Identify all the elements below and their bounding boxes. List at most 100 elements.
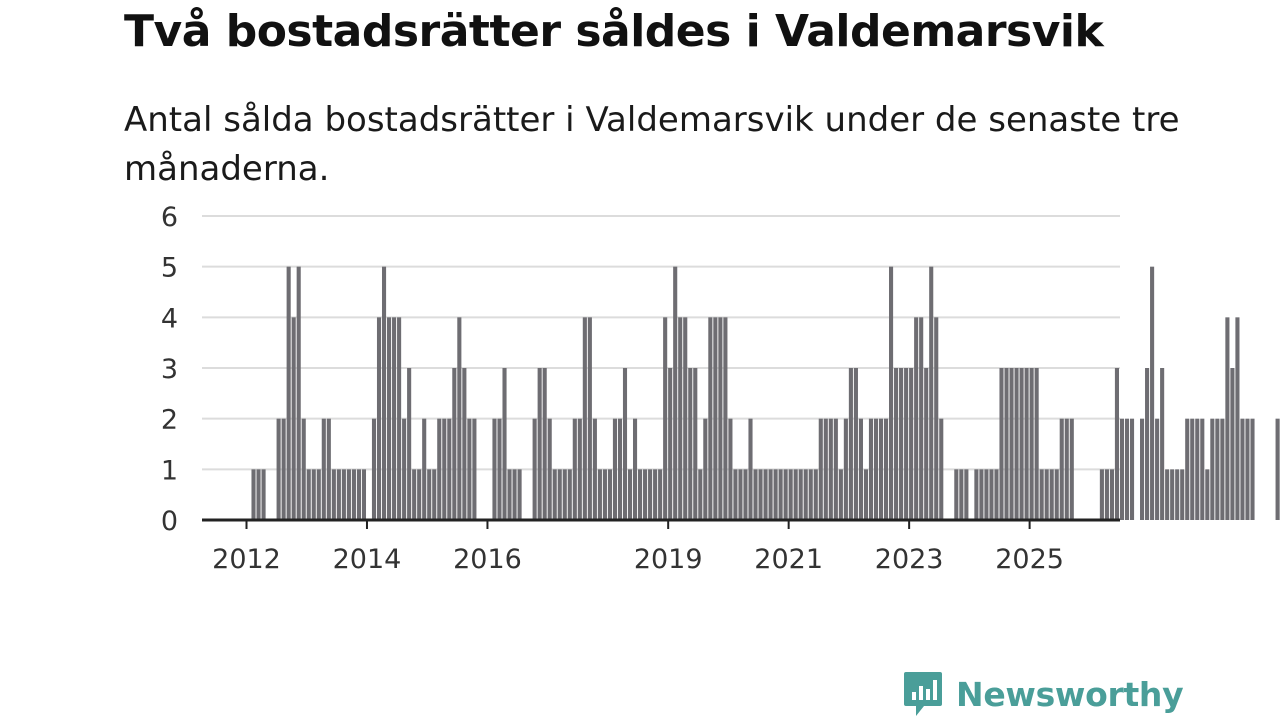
bars [251,266,1280,520]
bar [1215,418,1220,520]
bar [1064,418,1069,520]
newsworthy-logo-icon [904,672,942,716]
bar [1210,418,1215,520]
bar [1019,368,1024,520]
bar [803,469,808,520]
bar [462,368,467,520]
bar [1069,418,1074,520]
bar [783,469,788,520]
bar [1054,469,1059,520]
bar [507,469,512,520]
bar [934,317,939,520]
x-tick-label: 2023 [875,544,944,575]
bar [557,469,562,520]
bar [1170,469,1175,520]
bar [999,368,1004,520]
bar [889,266,894,520]
bar [627,469,633,520]
bar [693,368,698,520]
bar [653,469,658,520]
bar [1150,266,1155,520]
bar [778,469,783,520]
bar [883,418,889,520]
bar [989,469,994,520]
bar [301,418,306,520]
x-tick-label: 2016 [453,544,522,575]
bar [959,469,964,520]
bar [617,418,623,520]
bar [472,418,477,520]
bar [276,418,281,520]
bar [648,469,653,520]
bar [733,469,738,520]
bar [587,317,592,520]
y-tick-label: 5 [161,253,178,284]
bar [964,469,969,520]
bar [261,469,266,520]
bar [848,368,853,520]
bar [1220,418,1225,520]
bar [412,469,417,520]
bar [919,317,924,520]
bar [673,266,678,520]
bar [1114,368,1120,520]
bar [914,317,919,520]
bar [572,418,577,520]
bar [607,469,612,520]
bar [954,469,959,520]
bar [331,469,336,520]
bar [537,368,542,520]
bar [376,317,382,520]
bar [402,418,407,520]
bar [552,469,557,520]
bar [291,317,296,520]
newsworthy-logo-text: Newsworthy [956,674,1184,714]
bar [1034,368,1039,520]
bar [683,317,688,520]
bar [909,368,914,520]
axes [202,518,1120,529]
bar [838,469,843,520]
y-tick-label: 0 [161,506,178,537]
bar [1225,317,1230,520]
bar [1155,418,1160,520]
bar [437,418,442,520]
bar [577,418,582,520]
bar [387,317,392,520]
bar [974,469,979,520]
bar [1205,469,1210,520]
bar [723,317,728,520]
bar [818,418,823,520]
bar [828,418,833,520]
bar [823,418,828,520]
bar [894,368,899,520]
bar [718,317,723,520]
bar [748,418,753,520]
bar [296,266,301,520]
bar [286,266,291,520]
bar [256,469,261,520]
x-tick-label: 2012 [212,544,281,575]
bar [668,368,673,520]
bar [768,469,773,520]
bar [492,418,497,520]
bar [356,469,361,520]
bar [1119,418,1125,520]
bar [361,469,367,520]
bar [833,418,838,520]
bar [341,469,346,520]
bar [658,469,663,520]
bar [597,469,602,520]
bar [632,418,638,520]
bar [336,469,341,520]
bar [873,418,879,520]
bar [1140,418,1145,520]
bar [1250,418,1255,520]
bar [467,418,472,520]
gridlines [202,215,1120,471]
bar [858,418,863,520]
x-tick-label: 2019 [634,544,703,575]
x-tick-label: 2021 [754,544,823,575]
bar [1059,418,1064,520]
bar [688,368,693,520]
